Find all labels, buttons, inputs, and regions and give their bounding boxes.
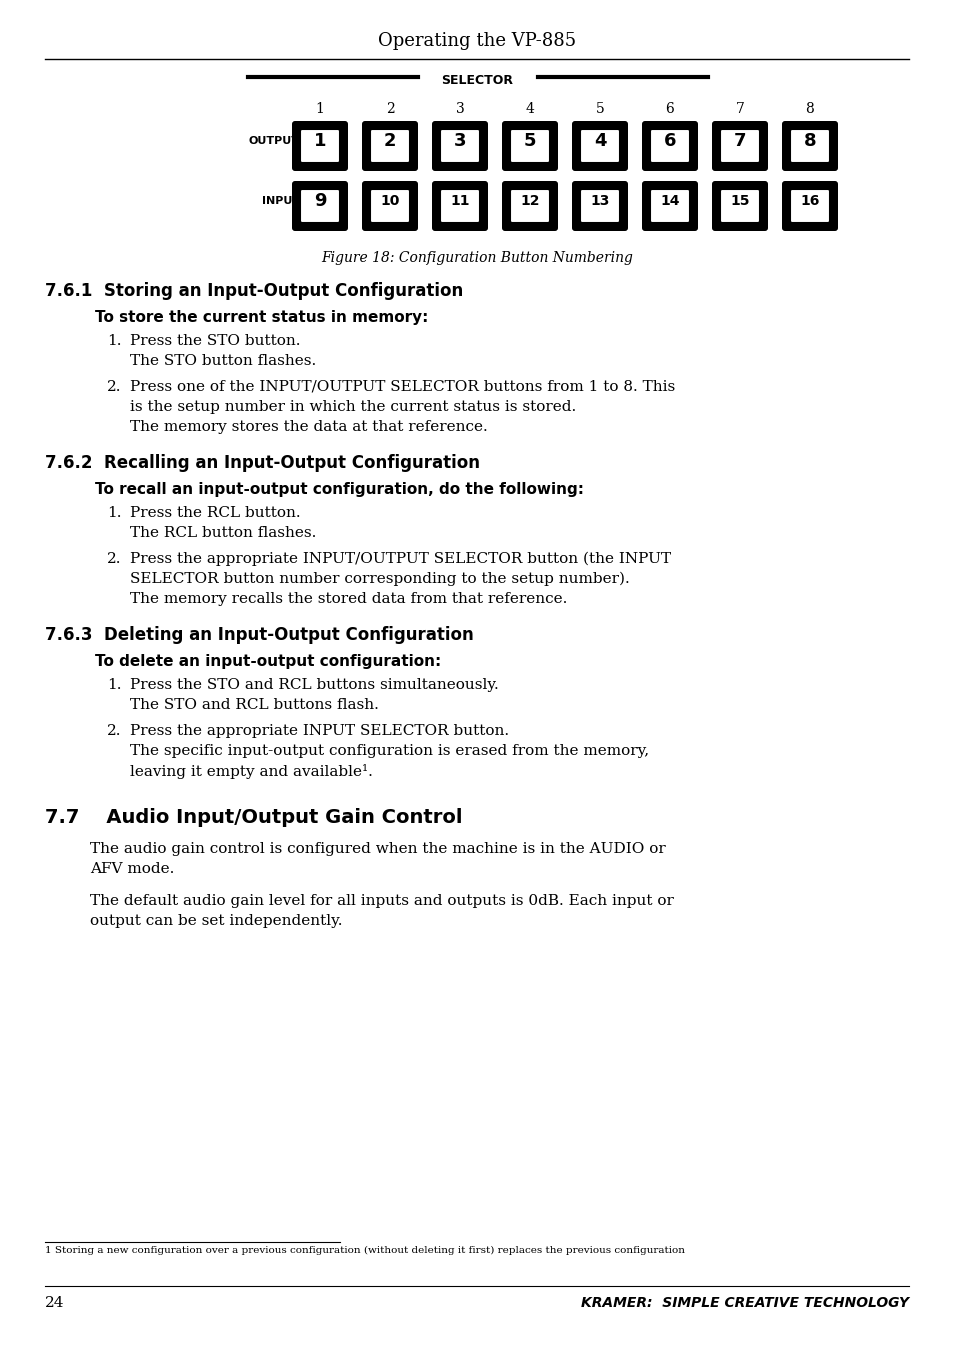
Text: 7.7    Audio Input/Output Gain Control: 7.7 Audio Input/Output Gain Control (45, 808, 462, 827)
FancyBboxPatch shape (361, 181, 417, 232)
FancyBboxPatch shape (432, 181, 488, 232)
Text: Figure 18: Configuration Button Numbering: Figure 18: Configuration Button Numberin… (321, 250, 632, 265)
FancyBboxPatch shape (572, 121, 627, 171)
Text: 8: 8 (804, 102, 814, 116)
Text: 7: 7 (735, 102, 743, 116)
FancyBboxPatch shape (510, 190, 550, 223)
Text: 11: 11 (450, 194, 469, 209)
Text: Operating the VP-885: Operating the VP-885 (377, 32, 576, 50)
FancyBboxPatch shape (641, 121, 698, 171)
FancyBboxPatch shape (361, 121, 417, 171)
Text: Press the STO and RCL buttons simultaneously.: Press the STO and RCL buttons simultaneo… (130, 678, 498, 692)
FancyBboxPatch shape (649, 190, 689, 223)
Text: 1: 1 (315, 102, 324, 116)
FancyBboxPatch shape (439, 190, 479, 223)
Text: 2: 2 (383, 131, 395, 150)
FancyBboxPatch shape (649, 129, 689, 162)
Text: 9: 9 (314, 192, 326, 210)
Text: The RCL button flashes.: The RCL button flashes. (130, 525, 316, 540)
Text: 4: 4 (525, 102, 534, 116)
Text: 6: 6 (663, 131, 676, 150)
FancyBboxPatch shape (720, 129, 760, 162)
Text: 8: 8 (802, 131, 816, 150)
Text: 3: 3 (454, 131, 466, 150)
FancyBboxPatch shape (579, 129, 619, 162)
Text: INPUT: INPUT (262, 196, 299, 206)
Text: The memory stores the data at that reference.: The memory stores the data at that refer… (130, 420, 487, 435)
FancyBboxPatch shape (579, 190, 619, 223)
FancyBboxPatch shape (510, 129, 550, 162)
Text: 2.: 2. (107, 552, 121, 566)
Text: The memory recalls the stored data from that reference.: The memory recalls the stored data from … (130, 592, 567, 607)
Text: Press the STO button.: Press the STO button. (130, 334, 300, 348)
FancyBboxPatch shape (370, 190, 410, 223)
Text: 7.6.1  Storing an Input-Output Configuration: 7.6.1 Storing an Input-Output Configurat… (45, 282, 463, 301)
Text: To delete an input-output configuration:: To delete an input-output configuration: (95, 654, 441, 669)
Text: 16: 16 (800, 194, 819, 209)
FancyBboxPatch shape (439, 129, 479, 162)
Text: To store the current status in memory:: To store the current status in memory: (95, 310, 428, 325)
Text: 5: 5 (595, 102, 604, 116)
Text: The STO and RCL buttons flash.: The STO and RCL buttons flash. (130, 699, 378, 712)
Text: The default audio gain level for all inputs and outputs is 0dB. Each input or: The default audio gain level for all inp… (90, 894, 673, 909)
FancyBboxPatch shape (781, 121, 837, 171)
Text: is the setup number in which the current status is stored.: is the setup number in which the current… (130, 399, 576, 414)
Text: 1 Storing a new configuration over a previous configuration (without deleting it: 1 Storing a new configuration over a pre… (45, 1246, 684, 1255)
Text: 7.6.3  Deleting an Input-Output Configuration: 7.6.3 Deleting an Input-Output Configura… (45, 626, 474, 645)
FancyBboxPatch shape (299, 129, 339, 162)
Text: 1.: 1. (107, 678, 121, 692)
Text: 24: 24 (45, 1296, 65, 1311)
Text: 12: 12 (519, 194, 539, 209)
Text: 6: 6 (665, 102, 674, 116)
Text: Press the RCL button.: Press the RCL button. (130, 506, 300, 520)
Text: 1.: 1. (107, 506, 121, 520)
FancyBboxPatch shape (789, 129, 829, 162)
Text: 2.: 2. (107, 724, 121, 738)
Text: 14: 14 (659, 194, 679, 209)
Text: The specific input-output configuration is erased from the memory,: The specific input-output configuration … (130, 743, 648, 758)
FancyBboxPatch shape (711, 121, 767, 171)
Text: SELECTOR: SELECTOR (440, 74, 513, 87)
Text: 1.: 1. (107, 334, 121, 348)
FancyBboxPatch shape (781, 181, 837, 232)
FancyBboxPatch shape (720, 190, 760, 223)
FancyBboxPatch shape (641, 181, 698, 232)
FancyBboxPatch shape (789, 190, 829, 223)
Text: Press the appropriate INPUT SELECTOR button.: Press the appropriate INPUT SELECTOR but… (130, 724, 509, 738)
Text: 13: 13 (590, 194, 609, 209)
FancyBboxPatch shape (299, 190, 339, 223)
Text: Press one of the INPUT/OUTPUT SELECTOR buttons from 1 to 8. This: Press one of the INPUT/OUTPUT SELECTOR b… (130, 380, 675, 394)
Text: 3: 3 (456, 102, 464, 116)
Text: 5: 5 (523, 131, 536, 150)
Text: The audio gain control is configured when the machine is in the AUDIO or: The audio gain control is configured whe… (90, 842, 665, 856)
Text: The STO button flashes.: The STO button flashes. (130, 353, 315, 368)
FancyBboxPatch shape (501, 121, 558, 171)
Text: 2.: 2. (107, 380, 121, 394)
FancyBboxPatch shape (572, 181, 627, 232)
Text: 15: 15 (729, 194, 749, 209)
FancyBboxPatch shape (432, 121, 488, 171)
FancyBboxPatch shape (370, 129, 410, 162)
Text: 1: 1 (314, 131, 326, 150)
Text: leaving it empty and available¹.: leaving it empty and available¹. (130, 764, 373, 779)
Text: 7.6.2  Recalling an Input-Output Configuration: 7.6.2 Recalling an Input-Output Configur… (45, 454, 479, 473)
Text: SELECTOR button number corresponding to the setup number).: SELECTOR button number corresponding to … (130, 571, 629, 586)
Text: 2: 2 (385, 102, 394, 116)
Text: KRAMER:  SIMPLE CREATIVE TECHNOLOGY: KRAMER: SIMPLE CREATIVE TECHNOLOGY (580, 1296, 908, 1311)
FancyBboxPatch shape (501, 181, 558, 232)
Text: 10: 10 (380, 194, 399, 209)
FancyBboxPatch shape (292, 181, 348, 232)
Text: Press the appropriate INPUT/OUTPUT SELECTOR button (the INPUT: Press the appropriate INPUT/OUTPUT SELEC… (130, 552, 670, 566)
Text: output can be set independently.: output can be set independently. (90, 914, 342, 927)
Text: To recall an input-output configuration, do the following:: To recall an input-output configuration,… (95, 482, 583, 497)
Text: OUTPUT: OUTPUT (249, 135, 299, 146)
FancyBboxPatch shape (292, 121, 348, 171)
Text: 4: 4 (593, 131, 605, 150)
FancyBboxPatch shape (711, 181, 767, 232)
Text: AFV mode.: AFV mode. (90, 862, 174, 876)
Text: 7: 7 (733, 131, 745, 150)
